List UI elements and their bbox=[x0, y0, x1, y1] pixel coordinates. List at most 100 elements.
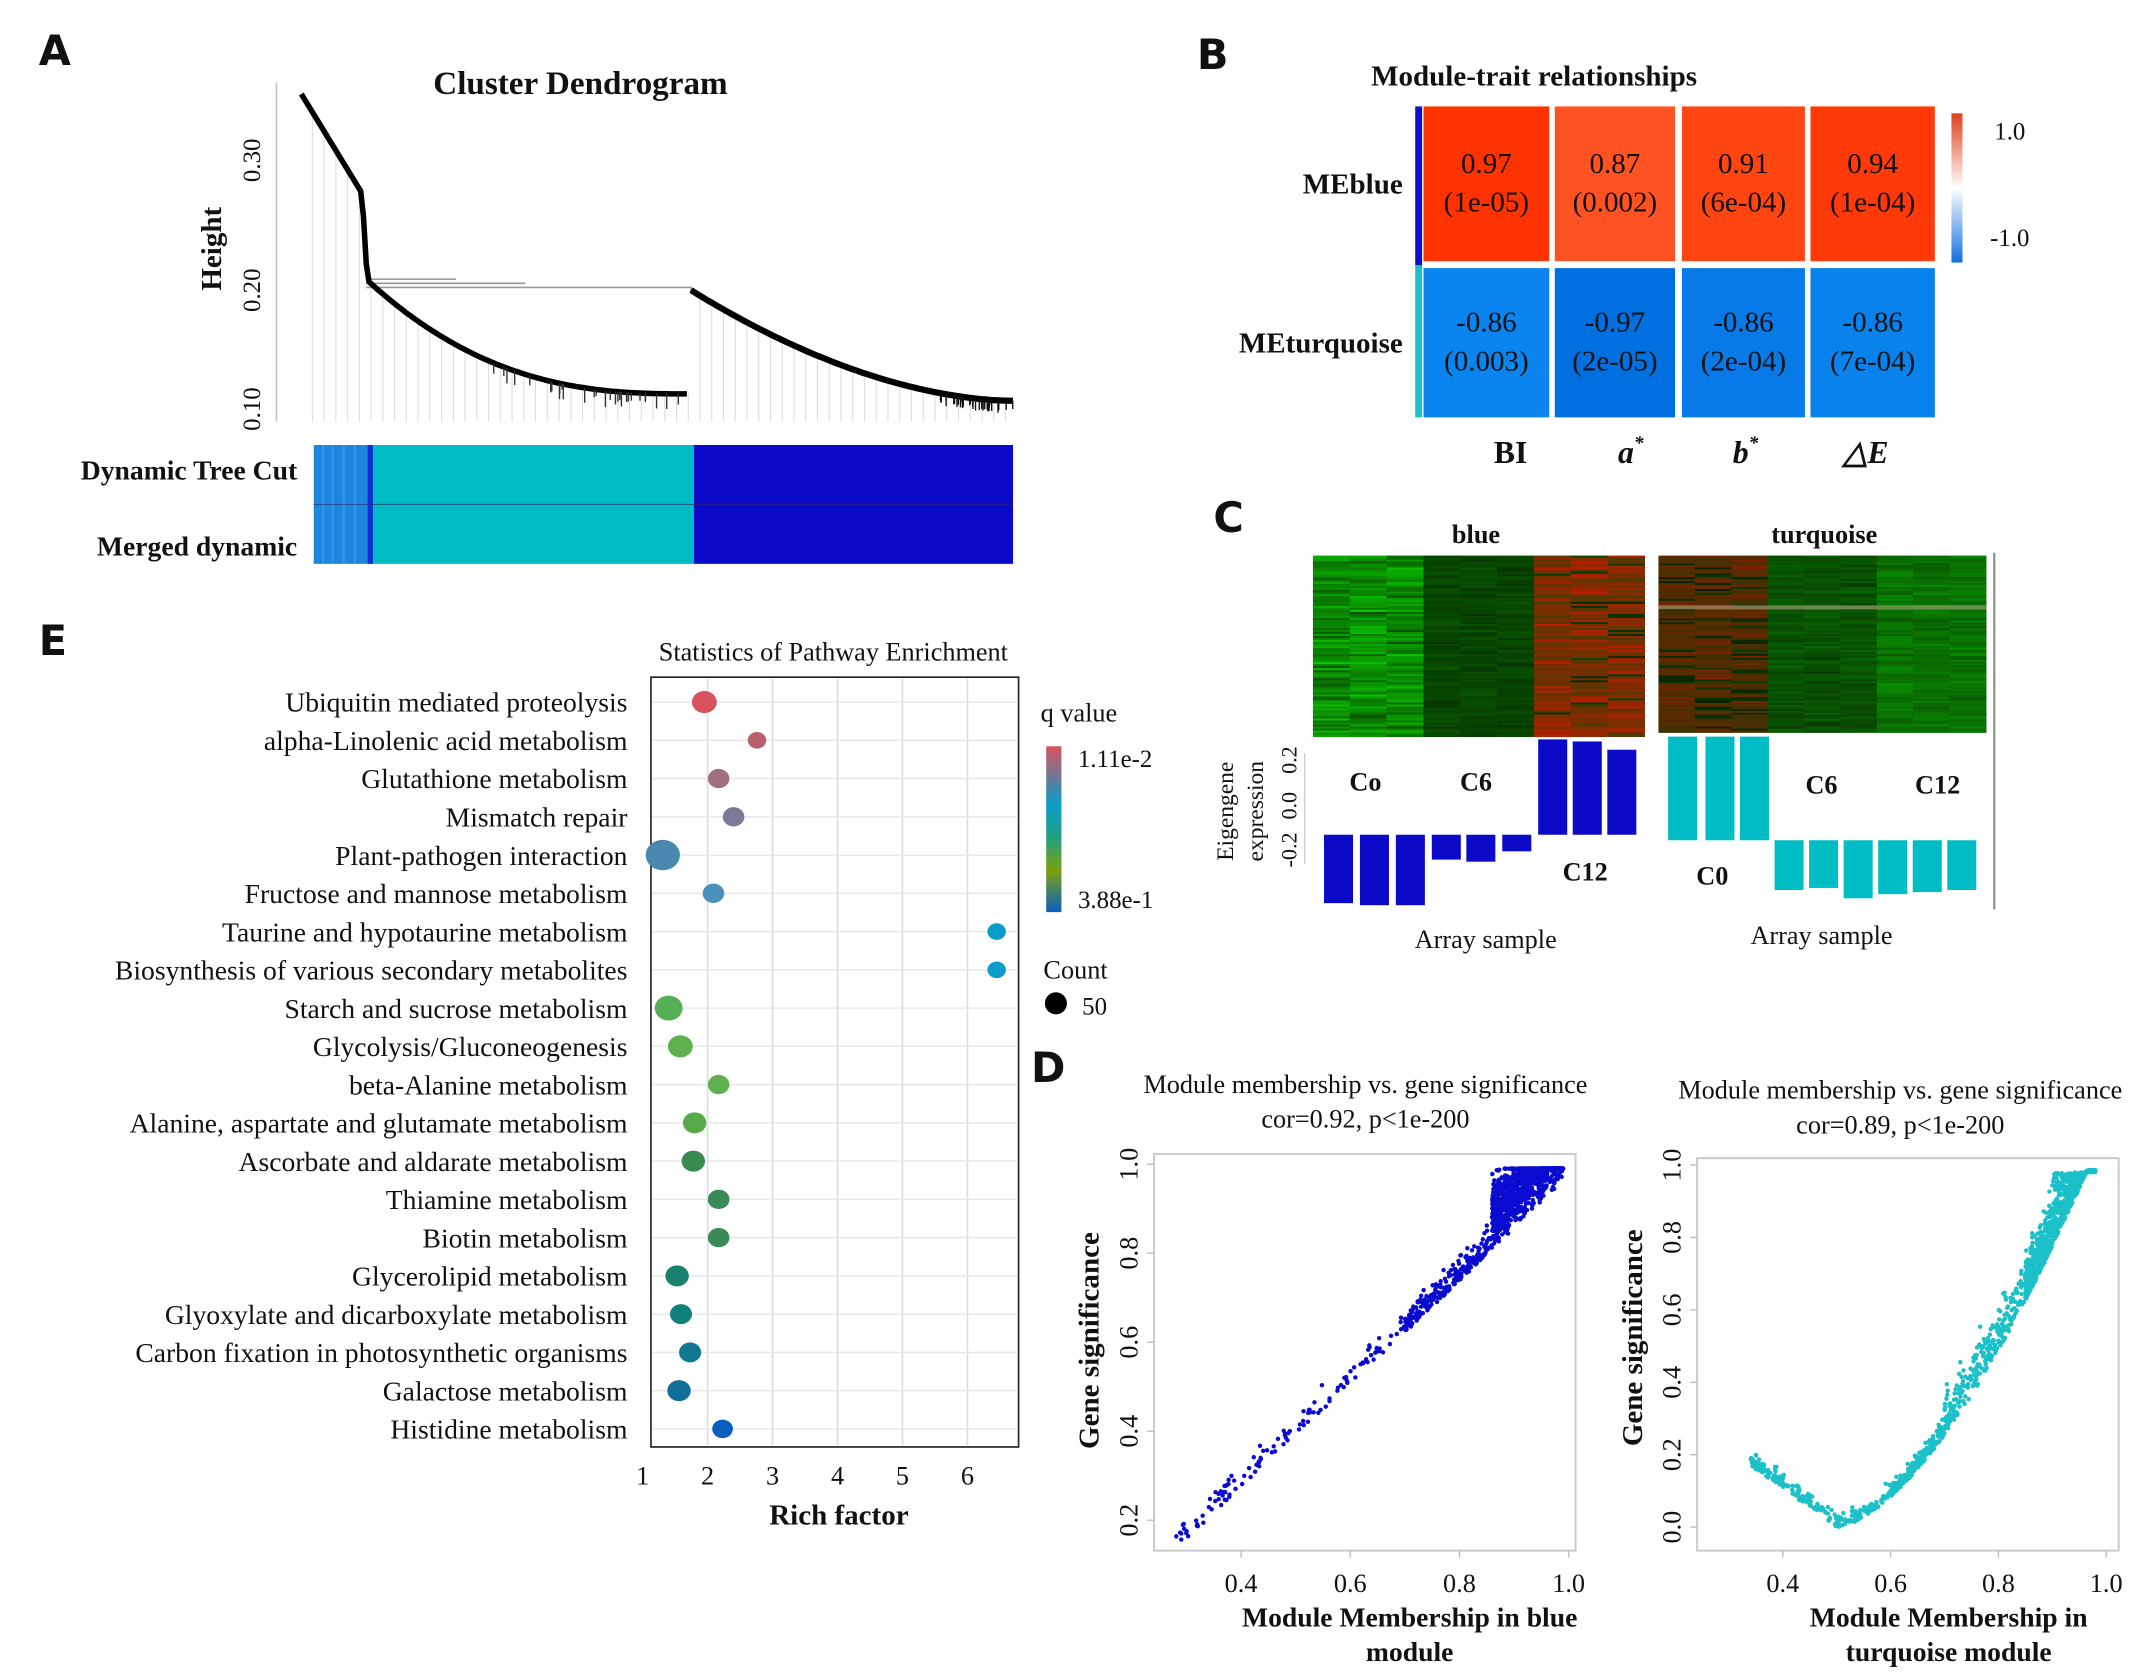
row-color-turquoise bbox=[1415, 265, 1423, 418]
heatmap-turquoise-cell bbox=[1840, 618, 1878, 621]
scatter-turquoise-point bbox=[1971, 1359, 1976, 1364]
heatmap-turquoise-cell bbox=[1803, 634, 1841, 637]
scatter-blue-point bbox=[1556, 1166, 1561, 1171]
heatmap-turquoise-cell bbox=[1803, 728, 1841, 731]
scatter-blue-ylabel: Gene significance bbox=[1074, 1232, 1106, 1449]
heatmap-turquoise-cell bbox=[1731, 722, 1769, 726]
heatmap-blue-cell bbox=[1312, 638, 1351, 641]
heatmap-turquoise-cell bbox=[1840, 628, 1878, 631]
heatmap-blue-cell bbox=[1570, 660, 1609, 663]
scatter-turquoise-point bbox=[1933, 1441, 1939, 1447]
heatmap-turquoise-cell bbox=[1840, 565, 1878, 568]
heatmap-turquoise-cell bbox=[1913, 708, 1950, 712]
scatter-blue-point bbox=[1375, 1347, 1381, 1353]
heatmap-blue-cell bbox=[1607, 634, 1645, 637]
heatmap-turquoise-cell bbox=[1767, 669, 1805, 672]
heatmap-blue-cell bbox=[1423, 652, 1461, 655]
scatter-turquoise-point bbox=[1858, 1507, 1863, 1513]
heatmap-turquoise-cell bbox=[1658, 701, 1696, 704]
heatmap-turquoise-cell bbox=[1731, 642, 1769, 645]
heatmap-blue-cell bbox=[1386, 668, 1424, 671]
scatter-blue-point bbox=[1229, 1473, 1234, 1479]
heatmap-blue-cell bbox=[1534, 611, 1572, 615]
row-color-blue bbox=[1415, 106, 1423, 266]
scatter-turquoise-point bbox=[2050, 1238, 2055, 1243]
heatmap-blue-cell bbox=[1349, 597, 1388, 601]
heatmap-blue-cell bbox=[1460, 563, 1498, 567]
heatmap-turquoise-cell bbox=[1731, 569, 1769, 572]
heatmap-turquoise-cell bbox=[1913, 687, 1950, 690]
heatmap-turquoise-cell bbox=[1731, 710, 1769, 714]
heatmap-blue-cell bbox=[1312, 702, 1351, 705]
scatter-blue-point bbox=[1496, 1178, 1501, 1183]
heatmap-blue-cell bbox=[1570, 607, 1609, 611]
heatmap-blue-cell bbox=[1570, 706, 1609, 709]
heatmap-blue-cell bbox=[1423, 728, 1461, 731]
heatmap-blue-cell bbox=[1607, 561, 1645, 565]
heatmap-turquoise-cell bbox=[1803, 671, 1841, 674]
heatmap-blue-cell bbox=[1570, 593, 1609, 597]
heatmap-blue-cell bbox=[1386, 623, 1424, 627]
heatmap-turquoise-cell bbox=[1731, 667, 1769, 670]
heatmap-blue-cell bbox=[1312, 656, 1351, 659]
heatmap-turquoise-cell bbox=[1803, 645, 1841, 649]
scatter-turquoise-point bbox=[1963, 1374, 1968, 1379]
heatmap-turquoise-cell bbox=[1767, 675, 1805, 678]
scatter-blue-point bbox=[1484, 1223, 1490, 1228]
heatmap-turquoise-cell bbox=[1731, 608, 1769, 612]
heatmap-turquoise-cell bbox=[1694, 620, 1732, 623]
heatmap-blue-cell bbox=[1423, 698, 1461, 701]
heatmap-blue-cell bbox=[1349, 613, 1388, 617]
heatmap-blue-cell bbox=[1460, 654, 1498, 657]
heatmap-blue-cell bbox=[1497, 603, 1535, 607]
scatter-turquoise-point bbox=[2003, 1294, 2008, 1300]
heatmap-blue-cell bbox=[1607, 625, 1645, 629]
scatter-turquoise-point bbox=[1975, 1364, 1980, 1369]
heatmap-turquoise-cell bbox=[1658, 581, 1696, 584]
heatmap-blue-cell bbox=[1497, 666, 1535, 669]
heatmap-blue-cell bbox=[1607, 646, 1645, 649]
scatter-blue-point bbox=[1469, 1258, 1475, 1263]
heatmap-blue-cell bbox=[1570, 619, 1609, 623]
scatter-turquoise-point bbox=[1993, 1350, 1998, 1356]
heatmap-blue-cell bbox=[1386, 634, 1424, 637]
heatmap-blue-cell bbox=[1570, 664, 1609, 667]
heatmap-turquoise-cell bbox=[1949, 651, 1987, 655]
heatmap-blue-cell bbox=[1497, 732, 1535, 736]
scatter-blue-point bbox=[1323, 1404, 1329, 1409]
heatmap-blue-cell bbox=[1386, 712, 1424, 715]
heatmap-blue-cell bbox=[1386, 650, 1424, 653]
heatmap-turquoise-cell bbox=[1876, 616, 1914, 619]
heatmap-blue-cell bbox=[1423, 720, 1461, 723]
scatter-blue-point bbox=[1442, 1276, 1448, 1281]
heatmap-turquoise-cell bbox=[1694, 563, 1732, 566]
heatmap-turquoise-cell bbox=[1694, 702, 1732, 706]
heatmap-turquoise-cell bbox=[1840, 594, 1878, 598]
dendrogram-tree bbox=[298, 92, 1014, 422]
scatter-blue-xlabel-1: Module Membership in blue bbox=[1242, 1602, 1577, 1633]
heatmap-blue-cell bbox=[1312, 630, 1351, 633]
heatmap-blue-cell bbox=[1386, 565, 1424, 569]
pathway-dot bbox=[707, 768, 730, 789]
scatter-blue-point bbox=[1220, 1493, 1225, 1498]
column-label: △E bbox=[1841, 435, 1889, 470]
heatmap-blue-cell bbox=[1312, 625, 1351, 629]
heatmap-blue-cell bbox=[1349, 722, 1388, 725]
heatmap-turquoise-cell bbox=[1731, 640, 1769, 643]
heatmap-turquoise-cell bbox=[1731, 561, 1769, 564]
heatmap-blue-cell bbox=[1349, 666, 1388, 669]
heatmap-turquoise-cell bbox=[1731, 693, 1769, 696]
heatmap-blue-cell bbox=[1423, 640, 1461, 643]
heatmap-turquoise-cell bbox=[1876, 730, 1914, 733]
heatmap-turquoise-cell bbox=[1840, 640, 1878, 643]
scatter-turquoise-ytick-label: 0.2 bbox=[1658, 1438, 1687, 1471]
heatmap-blue-cell bbox=[1607, 632, 1645, 635]
scatter-blue-point bbox=[1490, 1171, 1495, 1177]
scatter-turquoise-point bbox=[1872, 1505, 1877, 1511]
heatmap-turquoise-cell bbox=[1694, 653, 1732, 657]
heatmap-blue-cell bbox=[1570, 563, 1609, 567]
scatter-turquoise-point bbox=[1959, 1390, 1964, 1396]
scatter-blue-point bbox=[1537, 1195, 1543, 1200]
heatmap-turquoise-cell bbox=[1840, 567, 1878, 570]
